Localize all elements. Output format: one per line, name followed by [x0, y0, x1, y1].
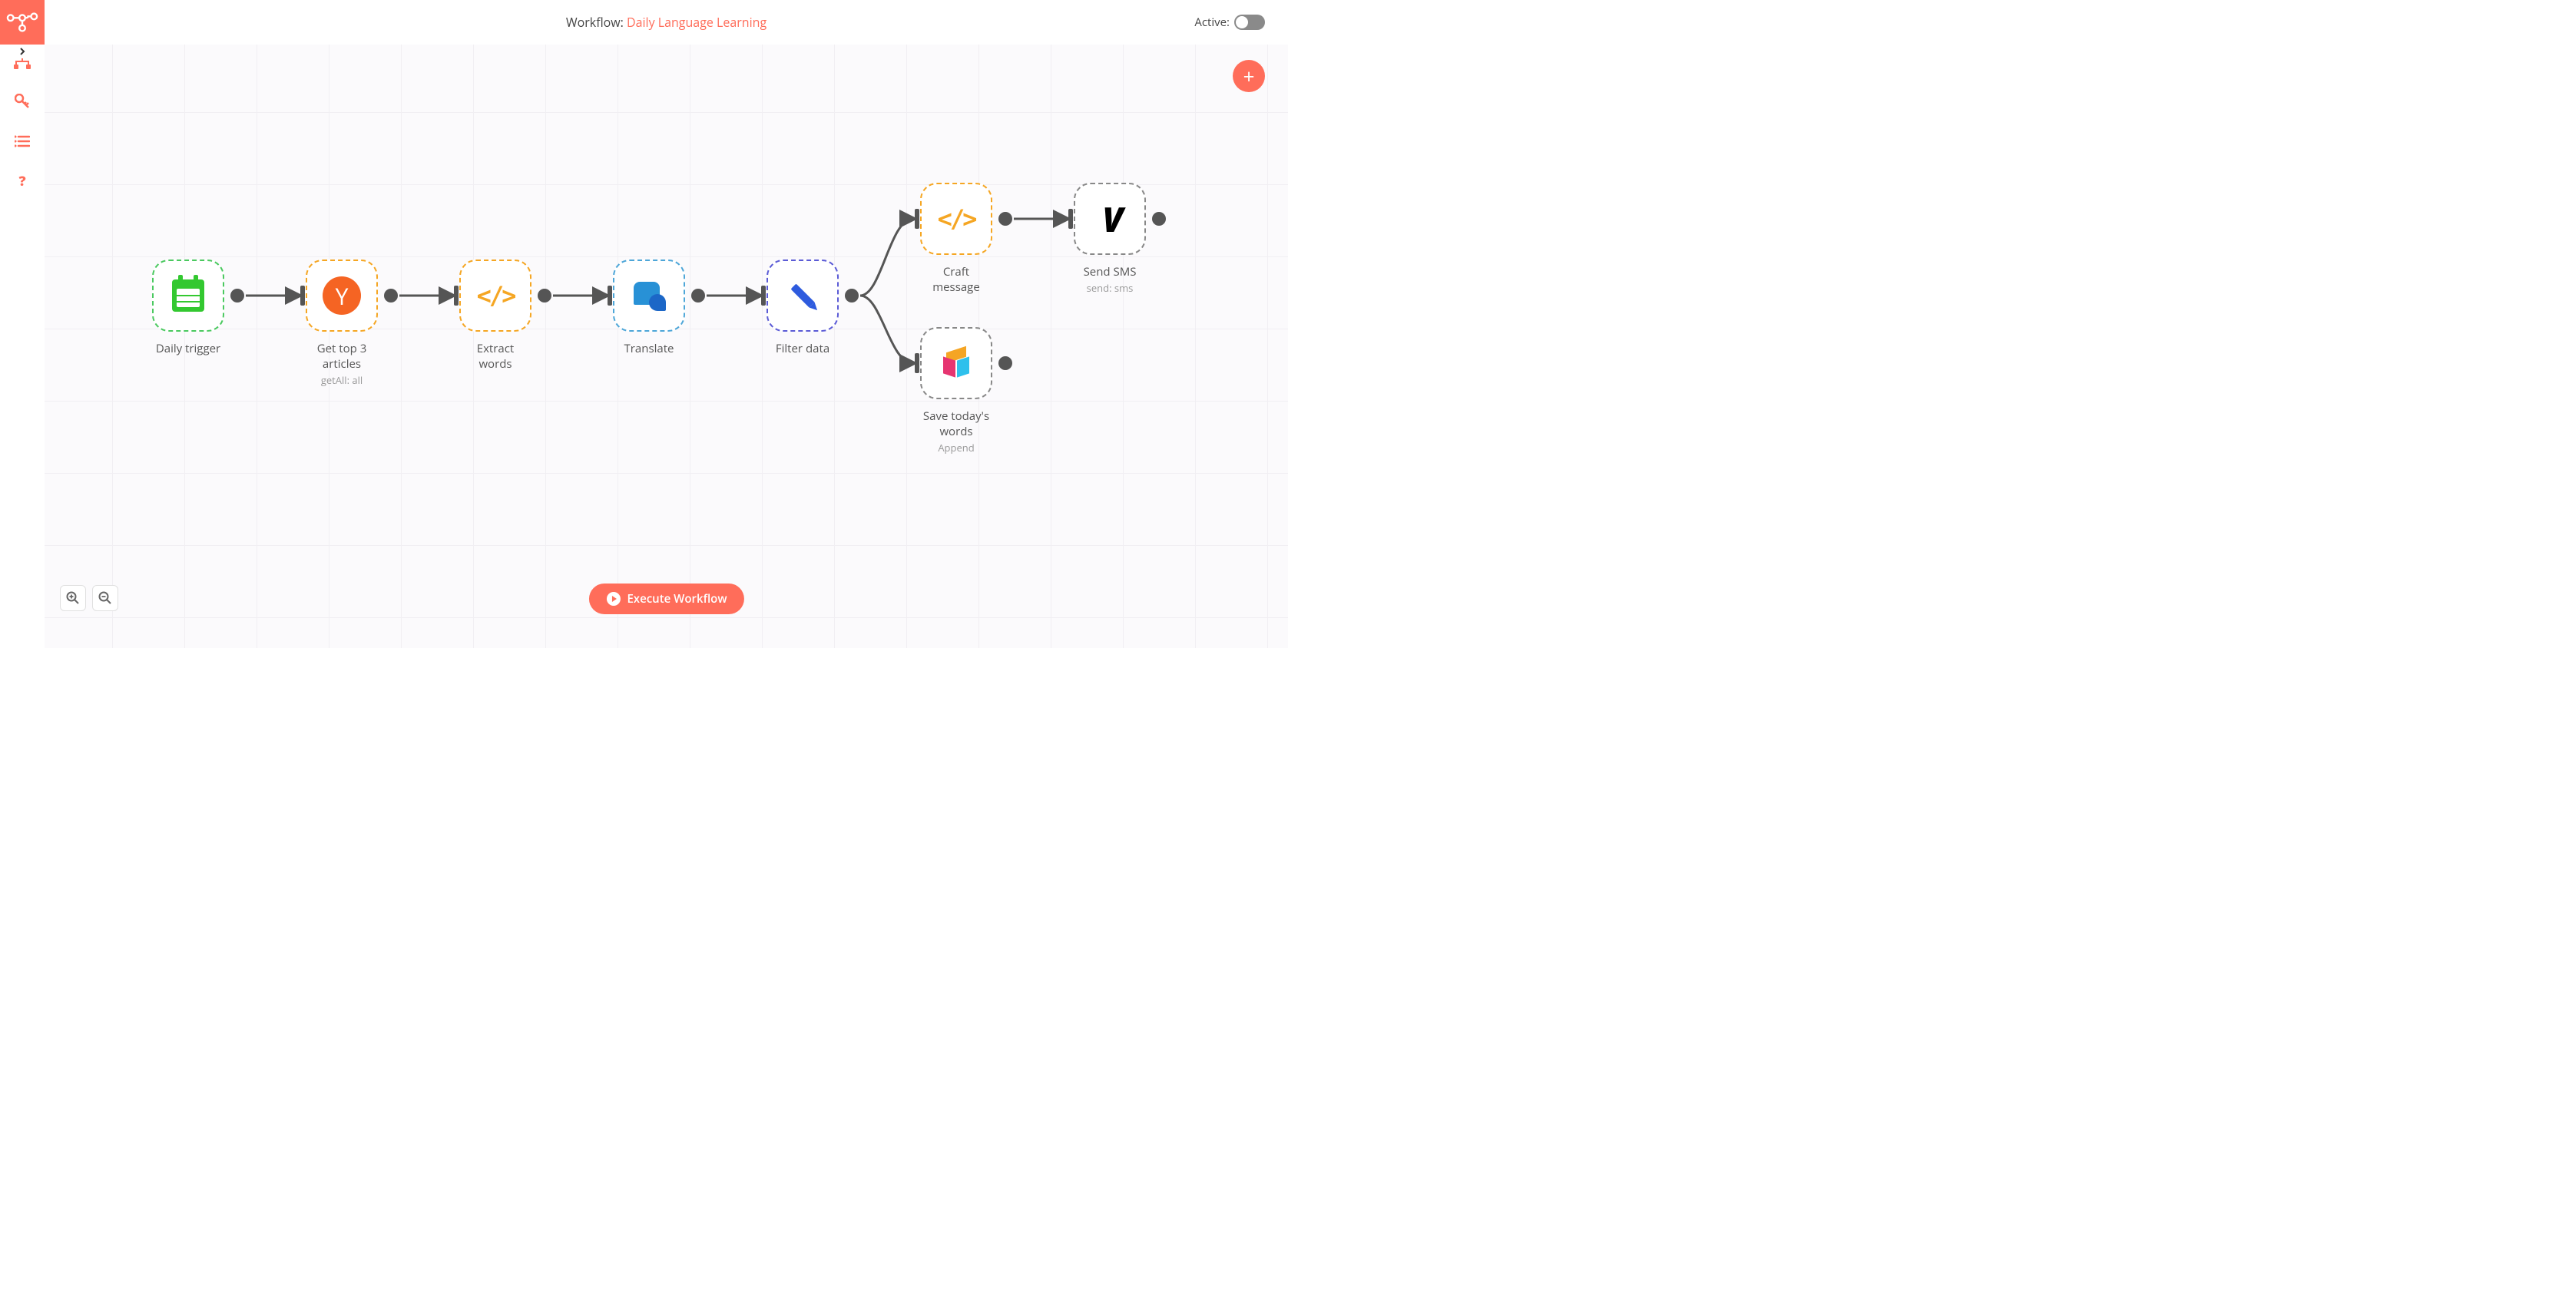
app-logo[interactable] [0, 0, 45, 45]
workflow-title[interactable]: Workflow: Daily Language Learning [566, 14, 767, 31]
add-node-button[interactable]: + [1233, 60, 1265, 92]
output-port[interactable] [384, 289, 398, 303]
sidebar-item-help[interactable]: ? [0, 164, 45, 198]
node-label: Translate [613, 341, 685, 356]
input-port[interactable] [300, 286, 305, 306]
execute-label: Execute Workflow [627, 591, 727, 607]
ycombinator-icon: Y [323, 276, 361, 315]
play-icon [605, 591, 621, 607]
sidebar-expand-toggle[interactable] [0, 45, 45, 58]
executions-icon [15, 135, 30, 147]
plus-icon: + [1243, 62, 1255, 90]
workflow-canvas[interactable]: Daily trigger Y Get top 3 articlesgetAll: … [45, 45, 1288, 648]
node-sublabel: send: sms [1074, 281, 1146, 295]
input-port[interactable] [915, 209, 919, 229]
input-port[interactable] [1068, 209, 1073, 229]
sidebar-item-credentials[interactable] [0, 84, 45, 118]
input-port[interactable] [915, 353, 919, 373]
output-port[interactable] [1152, 212, 1166, 226]
node-label: Extract words [459, 341, 531, 372]
zoom-in-button[interactable] [60, 585, 86, 611]
active-toggle-group: Active: [1194, 15, 1265, 30]
node-label: Craft message [920, 264, 992, 295]
workflow-prefix: Workflow: [566, 14, 624, 31]
airtable-icon [939, 348, 973, 379]
zoom-controls [60, 585, 118, 611]
node-box[interactable] [920, 327, 992, 399]
node-save_words[interactable]: Save today's wordsAppend [920, 327, 992, 455]
n8n-logo-icon [6, 12, 38, 33]
chat-icon [634, 282, 664, 309]
node-box[interactable]: V [1074, 183, 1146, 255]
node-send_sms[interactable]: V Send SMSsend: sms [1074, 183, 1146, 295]
node-translate[interactable]: Translate [613, 260, 685, 356]
execute-workflow-button[interactable]: Execute Workflow [588, 584, 743, 614]
node-label: Save today's wordsAppend [920, 408, 992, 455]
code-icon: </> [938, 204, 975, 233]
output-port[interactable] [998, 356, 1012, 370]
code-icon: </> [477, 281, 515, 310]
active-label: Active: [1194, 15, 1230, 30]
node-label: Filter data [767, 341, 839, 356]
vonage-icon: V [1102, 196, 1117, 242]
node-extract_words[interactable]: </> Extract words [459, 260, 531, 372]
input-port[interactable] [608, 286, 612, 306]
node-sublabel: getAll: all [306, 373, 378, 387]
key-icon [15, 94, 30, 109]
header: Workflow: Daily Language Learning Active… [45, 0, 1288, 45]
node-box[interactable]: Y [306, 260, 378, 332]
help-icon: ? [18, 172, 25, 190]
output-port[interactable] [845, 289, 859, 303]
node-box[interactable]: </> [920, 183, 992, 255]
node-sublabel: Append [920, 441, 992, 455]
sidebar: ? [0, 0, 45, 648]
node-label: Get top 3 articlesgetAll: all [306, 341, 378, 387]
node-craft_message[interactable]: </> Craft message [920, 183, 992, 295]
node-label: Send SMSsend: sms [1074, 264, 1146, 295]
node-box[interactable] [152, 260, 224, 332]
input-port[interactable] [454, 286, 459, 306]
active-toggle[interactable] [1234, 15, 1265, 30]
input-port[interactable] [761, 286, 766, 306]
workflow-name: Daily Language Learning [627, 14, 767, 31]
zoom-out-icon [98, 591, 112, 605]
pencil-icon [790, 283, 814, 307]
node-box[interactable] [767, 260, 839, 332]
node-box[interactable] [613, 260, 685, 332]
output-port[interactable] [230, 289, 244, 303]
node-daily_trigger[interactable]: Daily trigger [152, 260, 224, 356]
calendar-icon [172, 279, 204, 312]
chevron-right-icon [18, 48, 26, 55]
sidebar-item-executions[interactable] [0, 124, 45, 158]
output-port[interactable] [538, 289, 551, 303]
node-label: Daily trigger [152, 341, 224, 356]
output-port[interactable] [998, 212, 1012, 226]
node-box[interactable]: </> [459, 260, 531, 332]
zoom-out-button[interactable] [92, 585, 118, 611]
node-get_top3[interactable]: Y Get top 3 articlesgetAll: all [306, 260, 378, 387]
output-port[interactable] [691, 289, 705, 303]
zoom-in-icon [66, 591, 80, 605]
node-filter_data[interactable]: Filter data [767, 260, 839, 356]
